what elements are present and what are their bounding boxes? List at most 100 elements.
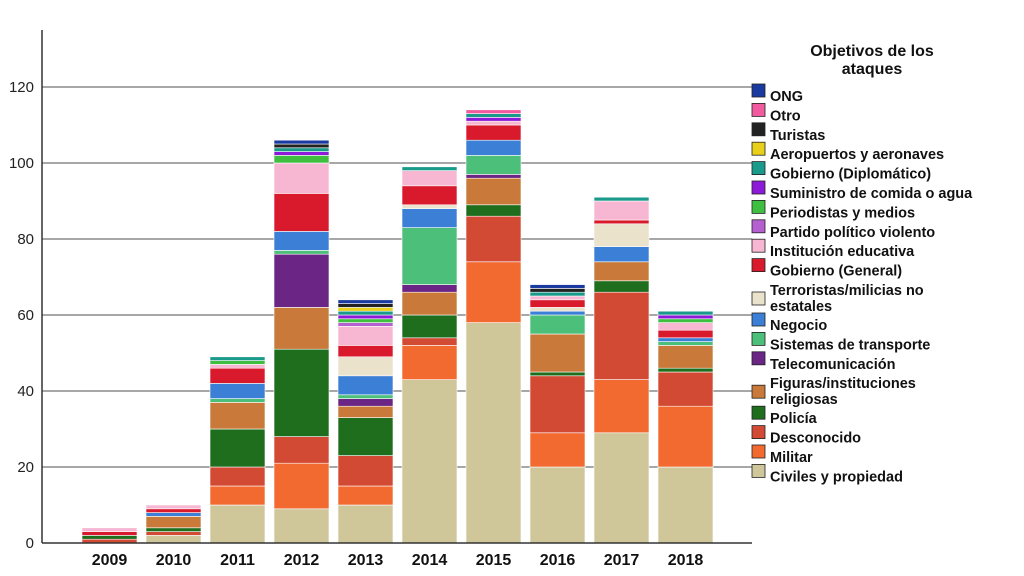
bar-segment	[145, 531, 202, 536]
y-tick-label: 40	[17, 383, 34, 400]
bar-segment	[465, 117, 522, 122]
legend-label: Suministro de comida o agua	[770, 186, 973, 202]
legend-label: Terroristas/milicias no	[770, 283, 924, 299]
legend-label: Figuras/instituciones	[770, 376, 916, 392]
bar-segment	[657, 322, 714, 331]
bar-segment	[465, 174, 522, 179]
bar-segment	[529, 291, 586, 297]
bar-segment	[209, 356, 266, 361]
bar-segment	[657, 405, 714, 468]
bar-segment	[465, 155, 522, 175]
bar-segment	[337, 504, 394, 544]
bar-segment	[273, 151, 330, 156]
bar-segment	[465, 322, 522, 544]
bar-segment	[209, 367, 266, 384]
legend-swatch	[751, 331, 766, 346]
bar-segment	[401, 337, 458, 346]
legend-swatch	[751, 199, 766, 214]
legend-label: Aeropuertos y aeronaves	[770, 147, 944, 163]
bar-segment	[401, 314, 458, 339]
bar-segment	[593, 196, 650, 202]
bar-segment	[657, 318, 714, 323]
bar-segment	[529, 466, 586, 544]
bar-segment	[657, 371, 714, 407]
bar-segment	[337, 322, 394, 327]
bar-segment	[273, 253, 330, 308]
bar-segment	[145, 508, 202, 513]
legend-swatch	[751, 312, 766, 327]
x-tick-label: 2014	[412, 552, 448, 569]
bar-segment	[465, 215, 522, 263]
bar-segment	[401, 284, 458, 293]
bar-segment	[145, 504, 202, 510]
bar-segment	[273, 307, 330, 350]
legend-swatch	[751, 351, 766, 366]
bar-segment	[81, 527, 138, 532]
bars	[81, 109, 714, 544]
x-tick-label: 2009	[92, 552, 128, 569]
bar-segment	[593, 432, 650, 544]
y-tick-label: 0	[26, 535, 34, 552]
bar-segment	[273, 462, 330, 510]
bar-segment	[593, 280, 650, 293]
legend-swatch	[751, 444, 766, 459]
bar-segment	[145, 535, 202, 544]
bar-segment	[401, 227, 458, 285]
bar-segment	[273, 508, 330, 544]
bar-segment	[529, 371, 586, 377]
bar-segment	[337, 405, 394, 418]
bar-segment	[529, 375, 586, 434]
bar-segment	[273, 231, 330, 251]
legend-swatch	[751, 161, 766, 176]
legend-swatch	[751, 258, 766, 273]
bar-segment	[657, 310, 714, 316]
bar-segment	[529, 307, 586, 312]
bar-segment	[593, 219, 650, 225]
bar-segment	[209, 428, 266, 468]
bar-segment	[465, 109, 522, 114]
bar-segment	[593, 291, 650, 380]
bar-segment	[337, 398, 394, 407]
legend-swatch	[751, 103, 766, 117]
legend-swatch	[751, 425, 766, 440]
bar-segment	[145, 512, 202, 517]
y-tick-label: 80	[17, 231, 34, 248]
bar-segment	[529, 284, 586, 289]
bar-segment	[337, 303, 394, 308]
bar-segment	[593, 223, 650, 247]
legend-swatch	[751, 405, 766, 420]
bar-segment	[81, 535, 138, 540]
bar-segment	[401, 208, 458, 228]
bar-segment	[273, 348, 330, 437]
bar-segment	[337, 394, 394, 399]
x-tick-label: 2012	[284, 552, 320, 569]
legend-label: Negocio	[770, 318, 827, 334]
bar-segment	[529, 310, 586, 316]
x-tick-label: 2016	[540, 552, 576, 569]
bar-segment	[209, 504, 266, 544]
y-tick-label: 100	[9, 155, 34, 172]
legend-swatch	[751, 122, 766, 137]
bar-segment	[273, 193, 330, 232]
bar-segment	[273, 162, 330, 194]
bar-segment	[273, 250, 330, 255]
legend-label: Institución educativa	[770, 244, 915, 260]
bar-segment	[401, 204, 458, 209]
bar-segment	[337, 318, 394, 323]
y-tick-label: 20	[17, 459, 34, 476]
legend-label: Partido político violento	[770, 225, 935, 241]
bar-segment	[529, 333, 586, 373]
bar-segment	[337, 314, 394, 320]
bar-segment	[81, 531, 138, 536]
bar-segment	[465, 139, 522, 156]
legend-label: Desconocido	[770, 431, 861, 447]
x-tick-label: 2018	[668, 552, 704, 569]
bar-segment	[657, 341, 714, 346]
bar-segment	[273, 436, 330, 464]
x-tick-label: 2013	[348, 552, 384, 569]
legend-title: Objetivos de los	[810, 43, 934, 60]
bar-segment	[401, 185, 458, 206]
bar-segment	[593, 200, 650, 221]
legend-swatch	[751, 180, 766, 195]
